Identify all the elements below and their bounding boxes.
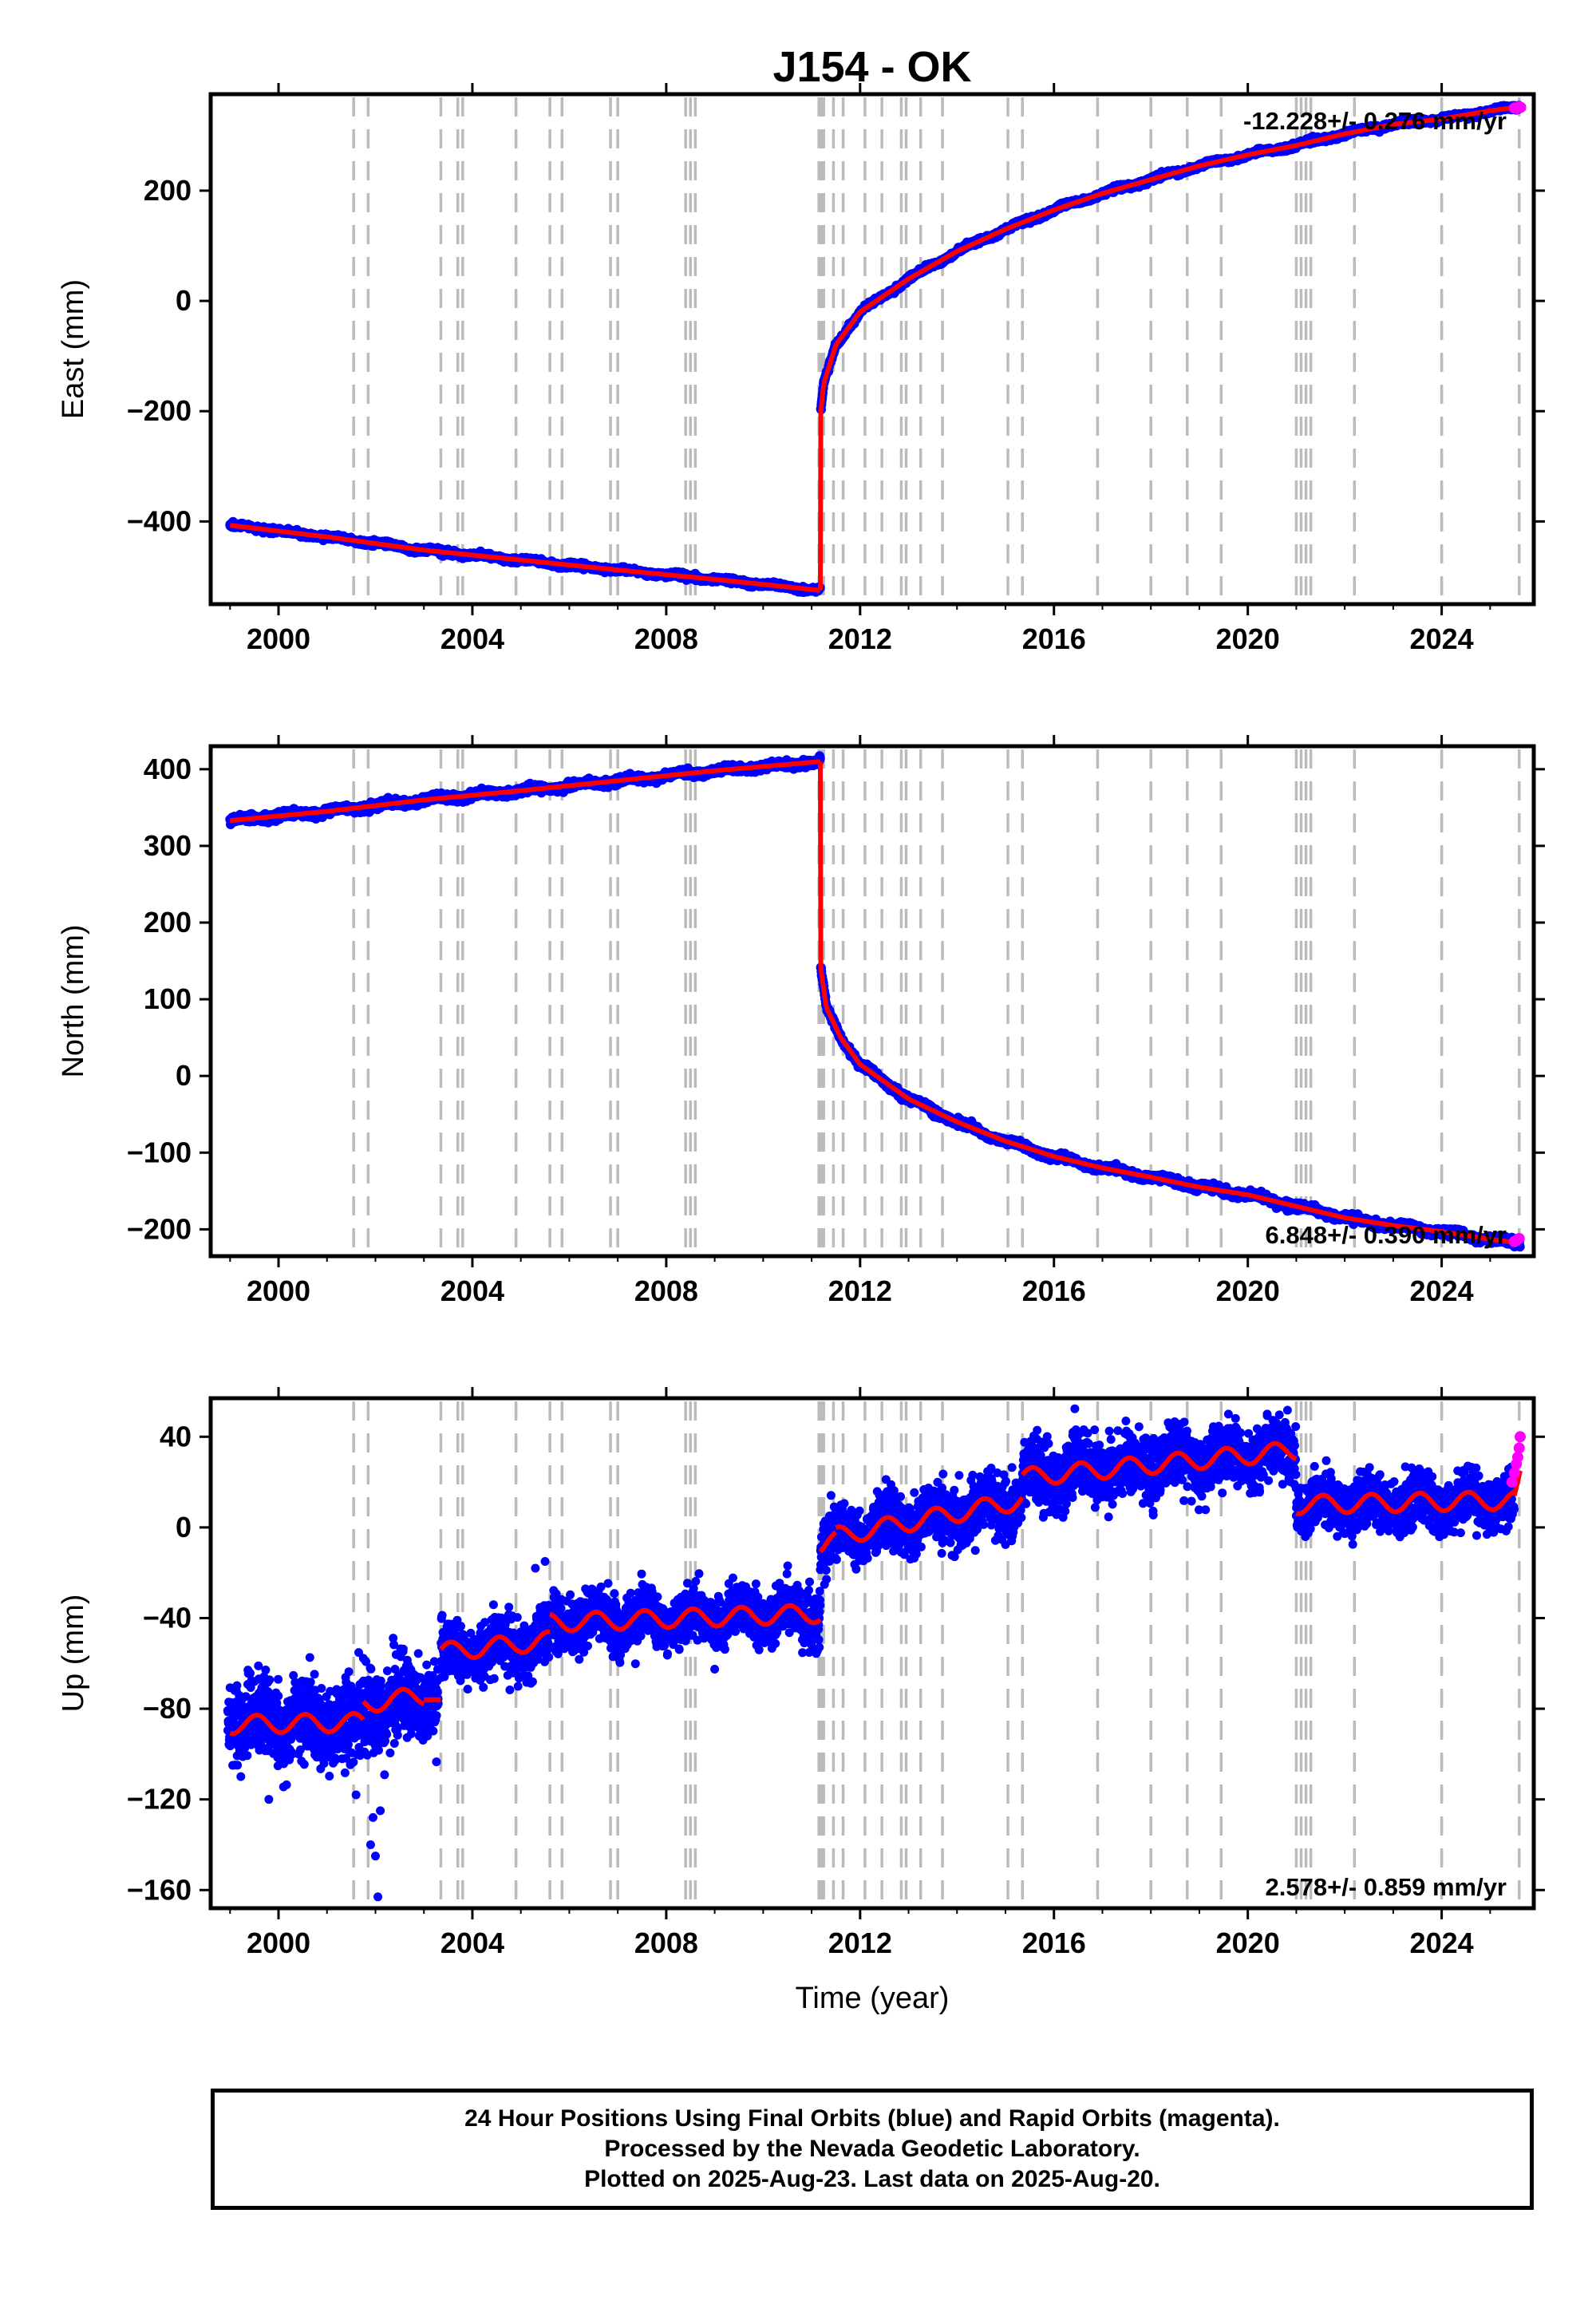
chart-title: J154 - OK bbox=[772, 43, 971, 91]
y-axis-title: East (mm) bbox=[57, 279, 90, 419]
y-tick-label: 200 bbox=[144, 174, 192, 207]
plot-area-north bbox=[225, 751, 1525, 1252]
x-tick-label: 2008 bbox=[634, 622, 698, 655]
rapid-point bbox=[1515, 101, 1527, 113]
x-tick-label: 2000 bbox=[247, 622, 310, 655]
plot-area-east bbox=[225, 101, 1527, 597]
panel-north: 2000 2004 2008 2012 2016 2020 2024−200−1000100… bbox=[57, 735, 1545, 1307]
panels-layer: 2000 2004 2008 2012 2016 2020 2024 −400 −200 0 200… bbox=[57, 83, 1545, 1959]
panel-east: 2000 2004 2008 2012 2016 2020 2024 −400 −200 0 200… bbox=[57, 83, 1545, 655]
y-tick-label: 0 bbox=[176, 284, 192, 317]
x-tick-label: 2012 bbox=[828, 622, 892, 655]
event-lines bbox=[352, 749, 1521, 1253]
model-segment bbox=[818, 411, 824, 591]
event-lines bbox=[352, 97, 1521, 601]
final-points-north bbox=[225, 751, 1525, 1252]
rate-label: -12.228+/- 0.276 mm/yr bbox=[1243, 107, 1507, 135]
y-tick-label: −400 bbox=[127, 504, 192, 537]
x-tick-label: 2020 bbox=[1216, 622, 1280, 655]
model-line-east bbox=[228, 104, 1522, 593]
model-segment bbox=[818, 104, 1522, 412]
x-tick-label: 2024 bbox=[1410, 622, 1474, 655]
final-points-east bbox=[225, 101, 1525, 597]
x-tick-label: 2016 bbox=[1022, 622, 1086, 655]
panel-frame bbox=[208, 92, 1536, 607]
y-tick-label: −200 bbox=[127, 394, 192, 427]
x-tick-label: 2004 bbox=[440, 622, 504, 655]
